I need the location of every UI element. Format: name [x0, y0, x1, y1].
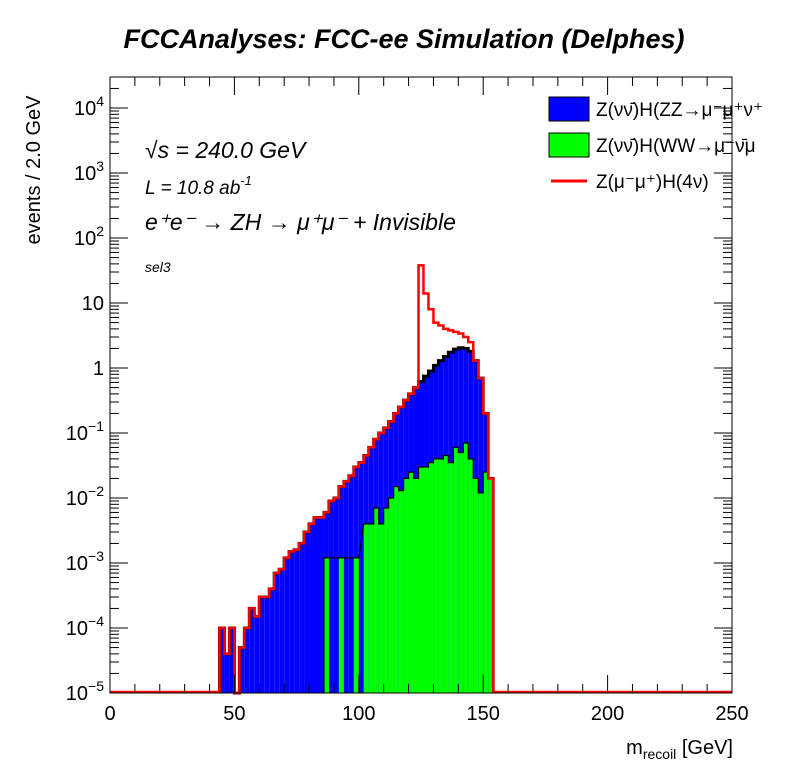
bar-zz-bin-1: [224, 653, 230, 693]
x-tick-label-1: 50: [223, 703, 245, 725]
y-tick-label-6: 10: [82, 293, 104, 315]
bar-zz-bin-26: [348, 475, 354, 693]
bar-ww-bin-10: [398, 490, 404, 693]
bar-zz-bin-16: [299, 543, 305, 693]
bar-ww-bin-12: [408, 472, 414, 693]
bar-zz-bin-6: [249, 608, 255, 693]
bar-ww-bin-13: [413, 478, 419, 693]
x-tick-label-0: 0: [104, 703, 115, 725]
bar-zz-bin-5: [244, 628, 250, 693]
legend-label-ww: Z(νν̄)H(WW→μ⁻ν̄μ: [596, 136, 756, 157]
y-tick-label-2: 10−3: [66, 548, 104, 575]
axis-layer: 0 50 100 150 200 250 10−5 10−4 10−3 10−2 10−1 1 10 10…: [66, 76, 749, 725]
bar-zz-bin-13: [284, 557, 290, 693]
process-annotation: e⁺e⁻ → ZH → μ⁺μ⁻ + Invisible: [145, 209, 456, 235]
legend-swatch-zz: [548, 96, 590, 122]
bar-ww-bin-19: [443, 455, 449, 693]
bar-ww-bin-6: [378, 523, 384, 693]
bar-ww-bin-16: [428, 462, 434, 693]
y-tick-label-4: 10−1: [66, 418, 104, 445]
lumi-annotation: L = 10.8 ab-1: [145, 173, 252, 199]
legend-swatch-ww: [548, 132, 590, 158]
bar-ww-bin-15: [423, 466, 429, 693]
bar-ww-bin-23: [463, 443, 469, 693]
bar-zz-bin-14: [289, 551, 295, 693]
bar-ww-bin-26: [478, 492, 484, 693]
x-tick-label-5: 250: [715, 703, 748, 725]
x-axis-title: mrecoil [GeV]: [626, 737, 733, 762]
x-tick-label-3: 150: [467, 703, 500, 725]
x-tick-label-2: 100: [342, 703, 375, 725]
legend: Z(νν̄)H(ZZ→μ⁻μ⁺ν⁺ Z(νν̄)H(WW→μ⁻ν̄μ Z(μ⁻μ…: [548, 96, 763, 193]
bar-ww-bin-24: [468, 458, 474, 693]
bar-zz-bin-7: [254, 616, 260, 693]
bar-zz-bin-11: [274, 573, 280, 693]
bar-zz-bin-22: [328, 500, 334, 693]
bar-ww-bin-21: [453, 447, 459, 693]
bar-ww-bin-11: [403, 478, 409, 693]
bar-ww-bin-3: [363, 523, 369, 693]
y-tick-label-8: 103: [74, 158, 104, 185]
x-tick-label-4: 200: [591, 703, 624, 725]
bar-ww-bin-7: [383, 508, 389, 693]
bar-ww-bin-1: [338, 557, 344, 693]
series-line-4nu: [110, 264, 732, 695]
energy-annotation: √s = 240.0 GeV: [145, 137, 308, 163]
bar-zz-bin-28: [358, 462, 364, 693]
bar-zz-bin-20: [318, 517, 324, 693]
y-tick-label-3: 10−2: [66, 483, 104, 510]
outline-ww: [323, 442, 494, 693]
bar-zz-bin-18: [309, 523, 315, 693]
bar-ww-bin-8: [388, 498, 394, 693]
bar-zz-bin-10: [269, 588, 275, 693]
bar-zz-bin-0: [219, 628, 225, 693]
bar-zz-bin-23: [333, 498, 339, 693]
bar-zz-bin-9: [264, 596, 270, 693]
bar-ww-bin-4: [368, 523, 374, 693]
bar-zz-bin-12: [279, 569, 285, 693]
legend-label-zz: Z(νν̄)H(ZZ→μ⁻μ⁺ν⁺: [596, 100, 763, 121]
y-tick-label-7: 102: [74, 223, 104, 250]
bar-zz-bin-25: [343, 481, 349, 693]
y-tick-label-5: 1: [93, 358, 104, 380]
bar-ww-bin-5: [373, 508, 379, 693]
bar-zz-bin-15: [294, 549, 300, 693]
bar-ww-bin-27: [483, 472, 489, 693]
bar-ww-bin-22: [458, 452, 464, 693]
y-tick-label-1: 10−4: [66, 613, 104, 640]
bar-ww-bin-0: [323, 557, 329, 693]
bar-ww-bin-18: [438, 458, 444, 693]
bar-zz-bin-19: [314, 517, 319, 693]
bar-zz-bin-4: [239, 647, 245, 693]
bar-ww-bin-17: [433, 458, 439, 693]
selection-label: sel3: [145, 259, 171, 275]
y-tick-label-9: 104: [74, 93, 104, 120]
bar-ww-bin-20: [448, 462, 454, 693]
bar-zz-bin-2: [229, 628, 235, 693]
legend-label-4nu: Z(μ⁻μ⁺)H(4ν): [596, 172, 709, 193]
bar-zz-bin-8: [259, 596, 265, 693]
plot-frame: [109, 76, 733, 694]
bar-ww-bin-25: [473, 478, 479, 693]
bar-ww-bin-2: [353, 557, 359, 693]
bar-zz-bin-17: [304, 531, 310, 693]
bar-ww-bin-28: [488, 478, 494, 693]
y-axis-title: events / 2.0 GeV: [23, 95, 45, 245]
y-tick-label-0: 10−5: [66, 678, 104, 705]
bar-ww-bin-14: [418, 466, 424, 693]
bar-ww-bin-9: [393, 486, 399, 693]
histogram-layer: [110, 264, 732, 695]
chart-title: FCCAnalyses: FCC-ee Simulation (Delphes): [123, 24, 684, 54]
